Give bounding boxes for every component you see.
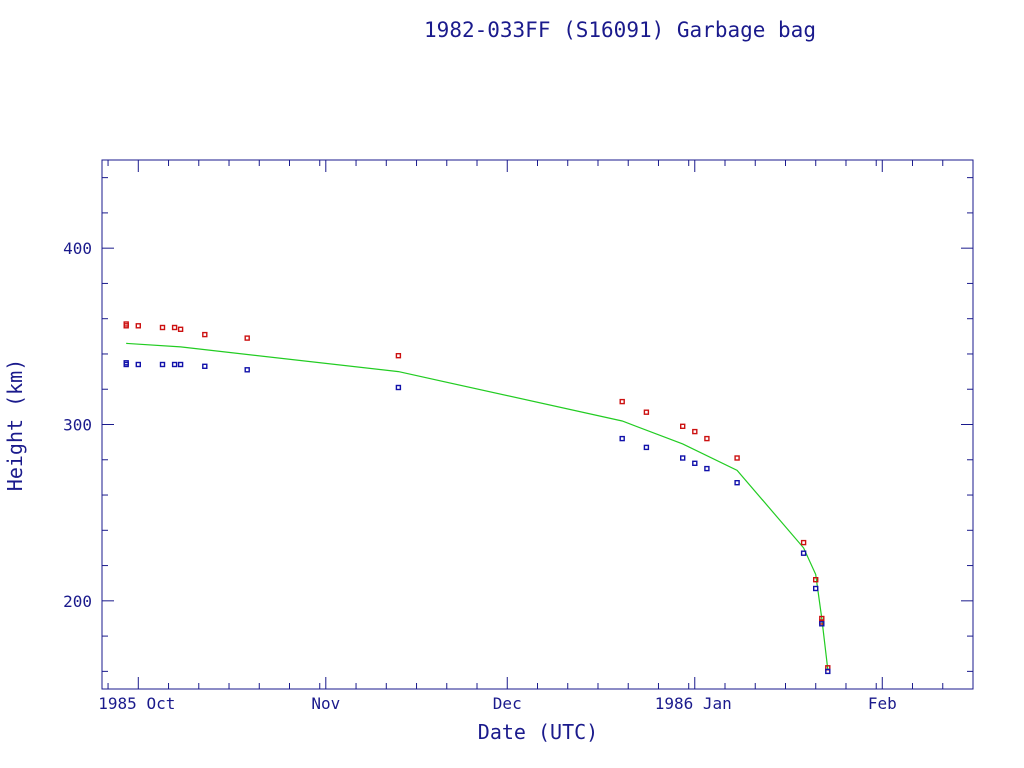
apogee-point [692,428,698,435]
x-minor-ticks [107,160,974,689]
y-tick-label: 200 [63,592,92,611]
apogee-point [135,323,142,329]
apogee-point [813,577,819,583]
y-tick-label: 400 [63,239,92,258]
y-minor-ticks [102,177,973,672]
apogee-point [123,323,129,329]
perigee-point [734,480,740,486]
apogee-points [123,321,831,671]
perigee-point [244,367,250,373]
apogee-point [202,331,208,338]
perigee-point [177,361,184,368]
x-tick-labels: 1985 Oct Nov Dec 1986 Jan Feb [98,694,896,713]
perigee-point [800,550,807,556]
perigee-points [123,360,831,675]
y-axis-label: Height (km) [3,359,27,491]
fit-curve [126,342,829,670]
plot-frame [101,159,974,690]
perigee-point [135,361,142,368]
apogee-point [171,324,178,331]
apogee-point [680,423,686,429]
perigee-point [202,363,208,369]
x-tick-label: Feb [868,694,897,713]
apogee-point [704,435,710,442]
y-tick-labels: 200 300 400 [63,239,92,611]
x-axis-label: Date (UTC) [478,720,598,744]
apogee-point [643,409,650,415]
chart-title: 1982-033FF (S16091) Garbage bag [424,18,816,42]
perigee-point [619,435,625,442]
x-tick-label: Nov [311,694,340,713]
x-tick-label: 1986 Jan [655,694,732,713]
apogee-point [177,326,184,332]
apogee-point [244,335,250,341]
apogee-point [800,539,807,546]
apogee-point [619,398,625,405]
perigee-point [159,361,166,368]
perigee-point [704,465,710,472]
x-tick-label: 1985 Oct [98,694,175,713]
perigee-point [171,361,178,368]
apogee-point [395,353,402,359]
perigee-point [680,455,686,461]
y-tick-label: 300 [63,416,92,435]
perigee-point [813,585,819,592]
perigee-point [825,668,831,675]
perigee-point [395,384,402,391]
perigee-point [692,460,698,466]
apogee-point [734,455,740,461]
perigee-point [123,361,129,368]
apogee-point [159,324,166,331]
perigee-point [643,444,650,451]
perigee-point [819,621,825,627]
x-tick-label: Dec [493,694,522,713]
